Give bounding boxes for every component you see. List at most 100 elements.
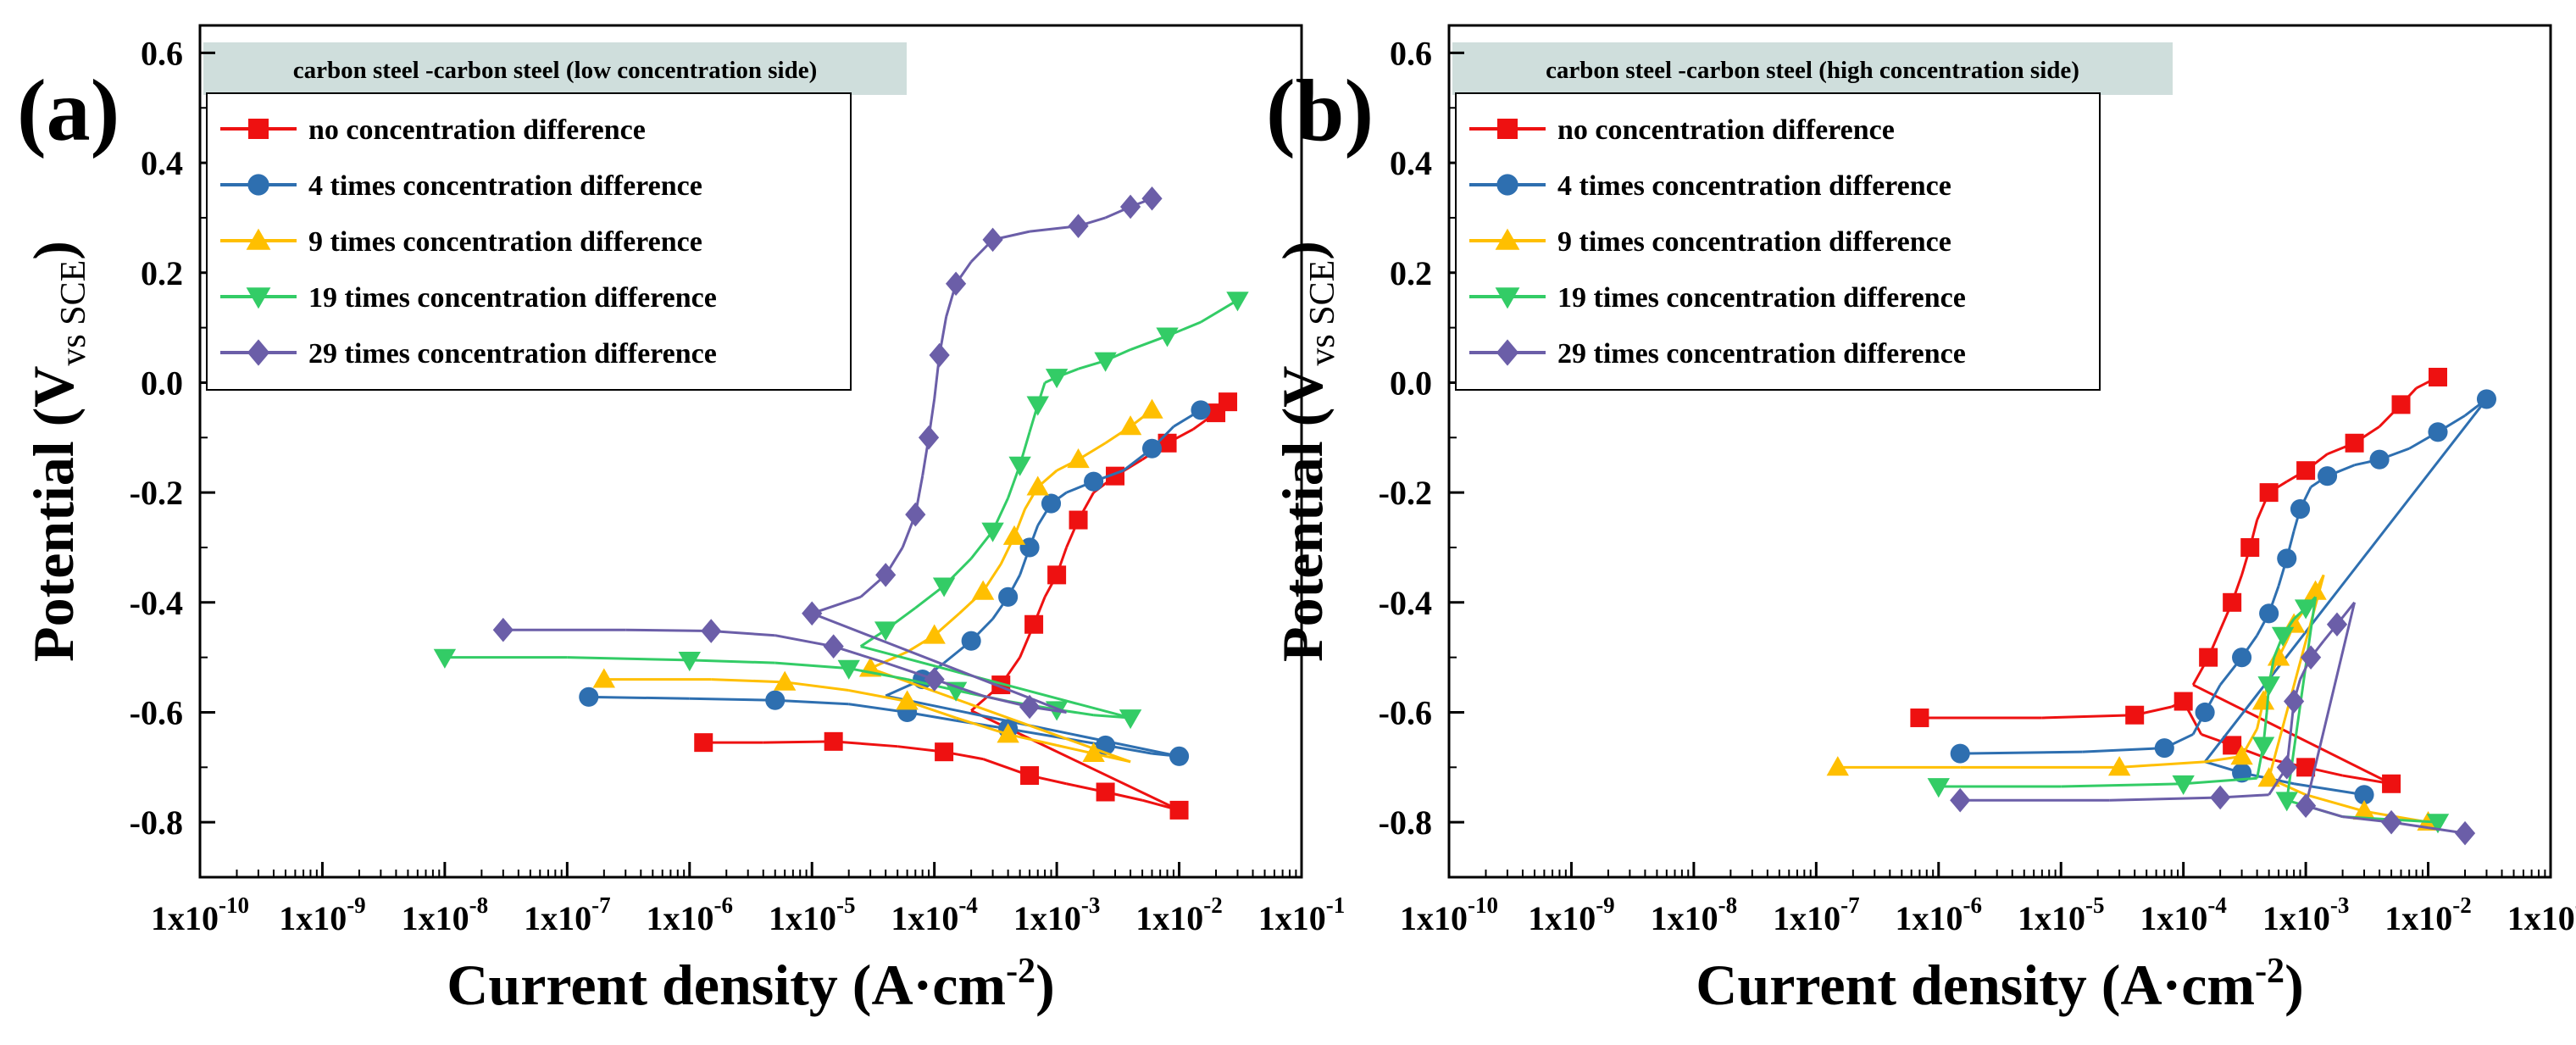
data-point-marker (1169, 800, 1189, 820)
data-point-marker (823, 634, 844, 659)
data-point-marker (2199, 648, 2218, 667)
data-point-marker (874, 621, 897, 642)
x-tick-label: 1x10-2 (1135, 892, 1223, 937)
series-line-segment (833, 740, 898, 748)
data-point-marker (1019, 694, 1041, 720)
data-point-marker (1141, 398, 1163, 419)
data-point-marker (2277, 548, 2297, 569)
x-tick-label: 1x10-9 (1528, 892, 1615, 937)
legend-label: 4 times concentration difference (308, 170, 702, 202)
data-point-marker (1156, 327, 1179, 347)
data-point-marker (944, 681, 968, 702)
x-tick-label: 1x10-4 (891, 892, 978, 937)
y-tick-label: -0.8 (130, 803, 183, 842)
data-point-marker (2232, 763, 2252, 783)
x-tick-label: 1x10-9 (279, 892, 366, 937)
series-line-segment (2192, 683, 2392, 786)
data-point-marker (1069, 510, 1088, 530)
data-point-marker (2300, 645, 2322, 670)
y-tick-label: 0.0 (141, 364, 183, 402)
legend-label: 4 times concentration difference (1557, 170, 1951, 202)
data-point-marker (2257, 676, 2280, 697)
legend-label: no concentration difference (308, 114, 646, 146)
data-point-marker (982, 227, 1003, 253)
data-point-marker (247, 174, 269, 196)
data-point-marker (2251, 690, 2275, 710)
legend-label: 19 times concentration difference (308, 282, 717, 314)
series-line-segment (848, 703, 908, 714)
data-point-marker (579, 686, 599, 707)
series-line-segment (2305, 793, 2365, 813)
data-point-marker (2290, 499, 2311, 520)
data-point-marker (1024, 614, 1044, 634)
y-axis-title: Potential (Vvs SCE) (1270, 241, 1342, 662)
data-point-marker (1497, 119, 1518, 139)
y-tick-label: 0.0 (1390, 364, 1432, 402)
data-point-marker (2223, 592, 2242, 612)
data-point-marker (2296, 758, 2316, 777)
data-point-marker (2125, 705, 2145, 725)
data-point-marker (2174, 692, 2193, 711)
data-point-marker (2275, 792, 2298, 812)
data-point-marker (1169, 746, 1190, 766)
series-line-segment (860, 645, 1131, 720)
series-line-segment (833, 645, 886, 664)
data-point-marker (1047, 565, 1067, 585)
data-point-marker (701, 619, 722, 643)
x-tick-label: 1x10-1 (1258, 892, 1346, 937)
data-point-marker (2428, 422, 2448, 442)
data-point-marker (2345, 433, 2364, 453)
data-point-marker (765, 690, 786, 710)
data-point-marker (1141, 438, 1163, 459)
legend-label: no concentration difference (1557, 114, 1895, 146)
series-line-segment (2061, 782, 2184, 788)
data-point-marker (2304, 580, 2327, 600)
data-point-marker (905, 502, 926, 527)
series-line-segment (811, 612, 1068, 714)
y-tick-label: 0.2 (141, 254, 183, 292)
data-point-marker (2195, 702, 2215, 723)
legend-label: 9 times concentration difference (308, 226, 702, 258)
data-point-marker (2391, 395, 2411, 414)
series-line-segment (914, 585, 946, 609)
series-line-segment (1056, 743, 1094, 755)
data-point-marker (1119, 194, 1141, 220)
data-point-marker (1094, 352, 1117, 372)
series-line-segment (848, 689, 908, 703)
series-line-segment (1200, 298, 1239, 324)
data-point-marker (2223, 736, 2242, 755)
data-point-marker (1084, 471, 1104, 492)
data-point-marker (2259, 603, 2279, 624)
series-line-segment (869, 650, 908, 670)
x-tick-label: 1x10-3 (1013, 892, 1101, 937)
data-point-marker (1002, 525, 1026, 545)
data-point-marker (961, 631, 981, 651)
data-point-marker (246, 287, 271, 309)
data-point-marker (1226, 292, 1249, 312)
data-point-marker (1910, 708, 1929, 727)
data-point-marker (2296, 793, 2317, 819)
x-tick-label: 1x10-7 (1773, 892, 1860, 937)
data-point-marker (1495, 228, 1520, 250)
data-point-marker (929, 342, 950, 368)
data-point-marker (935, 742, 954, 762)
series-line-segment (2183, 776, 2257, 786)
series-line-segment (955, 716, 1009, 736)
y-tick-label: -0.4 (1379, 584, 1432, 622)
data-point-marker (2259, 483, 2279, 503)
x-tick-label: 1x10-5 (769, 892, 855, 937)
data-point-marker (1008, 456, 1031, 476)
data-point-marker (2382, 774, 2401, 793)
data-point-marker (2240, 537, 2260, 557)
data-point-marker (2426, 814, 2450, 834)
series-line-segment (934, 678, 984, 698)
data-point-marker (824, 731, 843, 751)
legend-box (206, 92, 852, 391)
x-tick-label: 1x10-8 (1651, 892, 1738, 937)
data-point-marker (1041, 493, 1062, 514)
y-tick-label: 0.2 (1390, 254, 1432, 292)
data-point-marker (247, 339, 270, 366)
y-tick-label: 0.6 (141, 34, 183, 72)
data-point-marker (2172, 775, 2195, 795)
x-tick-label: 1x10-10 (1400, 892, 1498, 937)
